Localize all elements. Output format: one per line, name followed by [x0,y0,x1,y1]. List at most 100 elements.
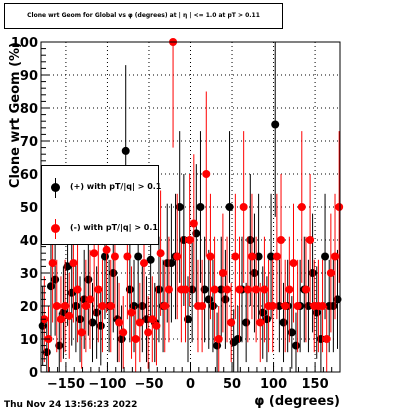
data-point [198,302,207,310]
data-point [102,245,111,254]
y-tick-label: 60 [20,168,38,183]
x-tick-label: 150 [302,377,329,392]
data-point [134,252,143,261]
series-negative [40,38,344,372]
data-point [243,285,252,294]
data-point [185,236,194,244]
data-point [277,236,286,244]
data-point [223,285,232,294]
data-point [164,285,173,294]
data-point [235,285,244,294]
data-point [331,252,340,261]
data-point [239,203,248,211]
data-point [131,335,140,343]
chart-title: Clone wrt Geom for Global vs φ (degrees)… [27,12,260,19]
data-point [321,252,330,261]
x-tick-label: 100 [260,377,287,392]
x-tick-label: 50 [223,377,241,392]
data-point [48,259,57,268]
data-point [233,335,242,343]
x-tick-label: −150 [47,377,85,392]
data-point [127,308,136,317]
data-point [119,328,128,337]
legend-marker-negative [51,224,60,233]
series-layer [38,38,344,372]
data-point [106,302,115,310]
legend-item-positive: (+) with pT/|q| > 0.1 [42,178,162,198]
data-point [90,249,99,258]
data-point [115,318,124,327]
data-point [318,302,327,310]
data-point [326,269,335,277]
y-tick-label: 70 [20,135,38,150]
legend-item-negative: (-) with pT/|q| > 0.1 [42,219,158,239]
data-point [247,252,256,261]
data-point [260,285,269,294]
legend-marker-positive [51,183,60,192]
data-point [69,259,78,268]
data-point [204,295,213,304]
data-point [160,302,169,310]
data-point [335,203,344,211]
data-point [94,285,103,294]
data-point [256,318,265,327]
legend-label-negative: (-) with pT/|q| > 0.1 [70,223,158,232]
title-box: Clone wrt Geom for Global vs φ (degrees)… [4,3,283,29]
y-tick-label: 90 [20,69,38,84]
data-point [301,285,310,294]
y-tick-label: 10 [20,333,38,348]
data-point [206,252,215,261]
data-point [148,315,157,324]
data-point [252,285,261,294]
data-point [285,285,294,294]
data-point [214,335,223,343]
data-point [181,285,190,294]
data-point [135,318,144,327]
legend-label-positive: (+) with pT/|q| > 0.1 [70,182,162,191]
y-tick-label: 100 [11,36,38,51]
data-point [225,203,234,211]
data-point [152,321,161,330]
data-point [218,269,227,277]
data-point [144,328,153,337]
data-point [297,203,306,211]
timestamp: Thu Nov 24 13:56:23 2022 [4,400,138,410]
data-point [210,285,219,294]
data-point [173,252,182,261]
data-point [61,302,70,310]
data-point [242,318,251,327]
x-axis-label: φ (degrees) [254,394,340,409]
data-point [271,120,280,129]
x-tick-label: −50 [134,377,163,392]
x-tick-label: −100 [88,377,126,392]
data-point [46,282,55,291]
data-point [279,318,288,327]
data-point [189,219,198,228]
y-tick-label: 20 [20,300,38,315]
data-point [86,295,95,304]
data-point [56,315,65,324]
data-point [196,203,205,211]
legend: (+) with pT/|q| > 0.1 (-) with pT/|q| > … [41,165,162,245]
data-point [291,341,300,350]
data-point [73,285,82,294]
data-point [139,259,148,268]
data-point [123,252,132,261]
y-tick-label: 50 [20,201,38,216]
x-tick-label: 0 [186,377,195,392]
data-point [121,146,130,155]
data-point [52,302,61,310]
y-axis-label: Clone wrt Geom (%) [8,42,23,188]
data-point [293,302,302,310]
data-point [156,249,165,258]
data-point [227,318,236,327]
data-point [146,255,155,264]
data-point [281,302,290,310]
data-point [322,335,331,343]
y-tick-label: 0 [29,366,38,381]
data-point [289,259,298,268]
y-tick-label: 40 [20,234,38,249]
data-point [231,252,240,261]
y-tick-label: 80 [20,102,38,117]
data-point [202,170,211,178]
